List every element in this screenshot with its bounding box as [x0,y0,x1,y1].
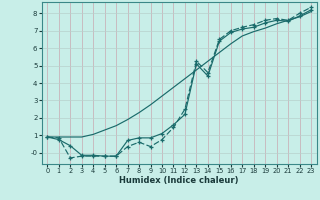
X-axis label: Humidex (Indice chaleur): Humidex (Indice chaleur) [119,176,239,185]
